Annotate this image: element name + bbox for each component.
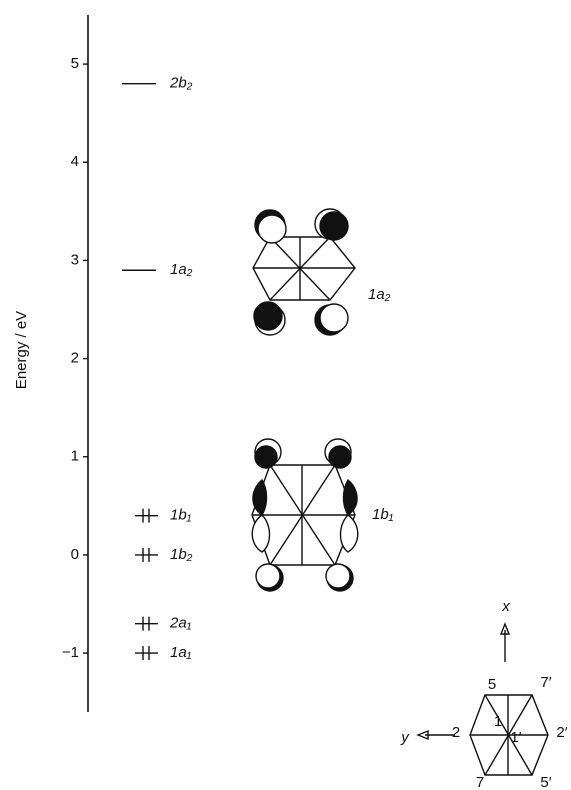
level-label: 2b₂ — [169, 75, 193, 92]
orbital-label: 1b₁ — [372, 506, 394, 523]
y-tick-label: 0 — [71, 546, 79, 563]
level-label: 1b₂ — [170, 546, 193, 563]
atom-label: 2′ — [556, 724, 567, 741]
orbital-label: 1a₂ — [368, 286, 391, 303]
level-label: 1b₁ — [170, 507, 192, 524]
atom-label: 1 — [494, 713, 502, 730]
chart: Energy / eV 1a₂ 1b₁ x y 5 7′ 2 2′ 1 — [0, 0, 571, 790]
level-label: 1a₁ — [170, 644, 192, 661]
y-tick-label: 3 — [71, 251, 79, 268]
y-axis-label: Energy / eV — [13, 311, 30, 389]
y-tick-label: 4 — [71, 153, 79, 170]
y-tick-label: 1 — [71, 448, 79, 465]
y-tick-label: −1 — [62, 644, 79, 661]
level-label: 2a₁ — [169, 615, 192, 632]
atom-label: 7′ — [540, 674, 551, 691]
orbital-1a2 — [253, 209, 355, 335]
atom-label: 7 — [476, 774, 484, 790]
axis-label: x — [501, 598, 510, 615]
atom-label: 1′ — [510, 729, 521, 746]
y-tick-label: 2 — [71, 350, 79, 367]
atom-label: 5′ — [540, 774, 551, 790]
axis-label: y — [400, 729, 410, 746]
axis-diagram — [418, 624, 548, 775]
orbital-1b1 — [252, 439, 358, 591]
y-tick-label: 5 — [71, 55, 79, 72]
atom-label: 2 — [452, 724, 460, 741]
level-label: 1a₂ — [170, 261, 193, 278]
atom-label: 5 — [488, 676, 496, 693]
